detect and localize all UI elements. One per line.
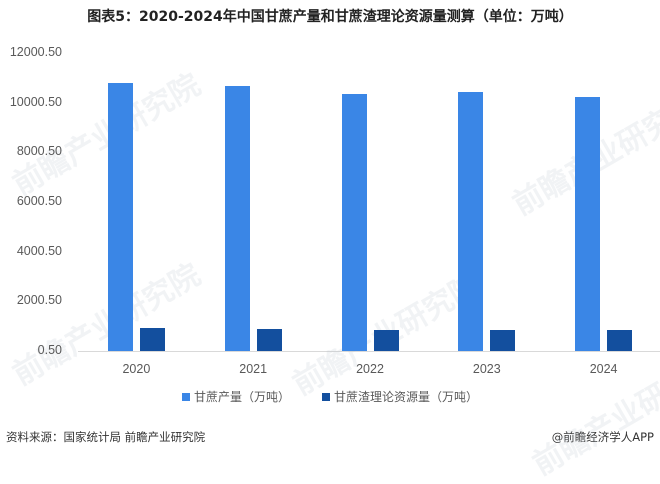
chart-title: 图表5：2020-2024年中国甘蔗产量和甘蔗渣理论资源量测算（单位：万吨） [87, 9, 573, 25]
bar-2020-series-0 [107, 82, 133, 351]
bar-2021-series-0 [224, 86, 250, 351]
bar-2021-series-1 [256, 329, 282, 351]
bar-2023-series-1 [490, 330, 516, 351]
bar-2024-series-0 [575, 97, 601, 351]
bar-2024-series-1 [607, 330, 633, 351]
credit-note: @前瞻经济学人APP [551, 430, 654, 444]
x-tick-label: 2021 [239, 362, 268, 376]
x-tick-label: 2020 [122, 362, 151, 376]
y-tick-label: 12000.50 [9, 45, 62, 59]
legend-label: 甘蔗渣理论资源量（万吨） [334, 390, 479, 404]
bar-2020-series-1 [139, 328, 165, 351]
bar-2022-series-1 [373, 330, 399, 351]
x-tick-label: 2024 [589, 362, 618, 376]
x-tick-label: 2022 [356, 362, 384, 376]
legend-label: 甘蔗产量（万吨） [193, 390, 290, 404]
y-tick-label: 8000.50 [16, 144, 62, 159]
source-note: 资料来源：国家统计局 前瞻产业研究院 [6, 430, 206, 444]
legend-item-production: 甘蔗产量（万吨） [181, 388, 290, 405]
watermark: 前瞻产业研究院 [7, 257, 207, 393]
y-tick-label: 2000.50 [16, 293, 62, 308]
y-tick-label: 10000.50 [9, 94, 62, 109]
watermark: 前瞻产业研究院 [7, 67, 207, 203]
legend-swatch-icon [322, 392, 330, 401]
y-tick-label: 0.50 [37, 343, 62, 357]
legend-swatch-icon [181, 392, 190, 401]
legend-item-bagasse: 甘蔗渣理论资源量（万吨） [322, 388, 478, 405]
x-tick-label: 2023 [472, 362, 501, 376]
bar-2023-series-0 [458, 92, 484, 351]
bar-2022-series-0 [341, 94, 367, 351]
legend: 甘蔗产量（万吨） 甘蔗渣理论资源量（万吨） [0, 388, 660, 405]
y-tick-label: 6000.50 [16, 194, 62, 208]
y-tick-label: 4000.50 [16, 243, 62, 258]
x-axis-line [78, 351, 660, 352]
